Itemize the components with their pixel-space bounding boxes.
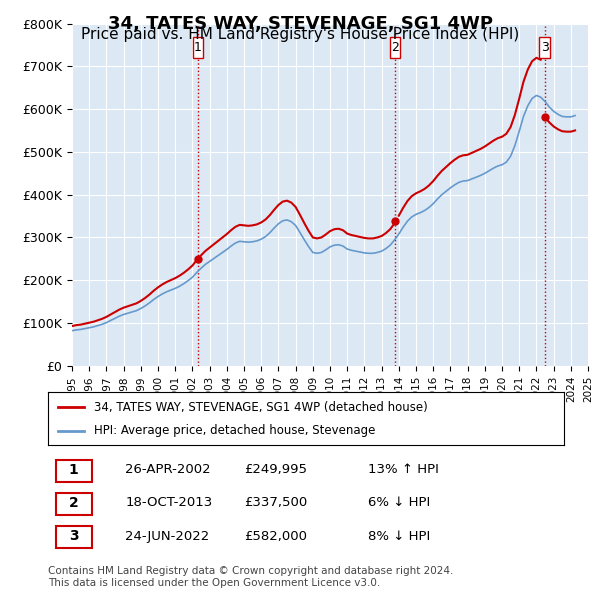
- Text: 3: 3: [541, 41, 548, 54]
- Text: 24-JUN-2022: 24-JUN-2022: [125, 529, 209, 543]
- Text: 6% ↓ HPI: 6% ↓ HPI: [368, 496, 430, 510]
- FancyBboxPatch shape: [539, 37, 550, 58]
- Text: 34, TATES WAY, STEVENAGE, SG1 4WP: 34, TATES WAY, STEVENAGE, SG1 4WP: [107, 15, 493, 33]
- FancyBboxPatch shape: [193, 37, 203, 58]
- Text: £249,995: £249,995: [244, 463, 307, 477]
- FancyBboxPatch shape: [56, 526, 92, 549]
- FancyBboxPatch shape: [56, 493, 92, 516]
- Text: 2: 2: [391, 41, 399, 54]
- Text: 2: 2: [69, 496, 79, 510]
- FancyBboxPatch shape: [56, 460, 92, 483]
- Text: 13% ↑ HPI: 13% ↑ HPI: [368, 463, 439, 477]
- Text: £582,000: £582,000: [244, 529, 307, 543]
- Text: 34, TATES WAY, STEVENAGE, SG1 4WP (detached house): 34, TATES WAY, STEVENAGE, SG1 4WP (detac…: [94, 401, 428, 414]
- Text: 3: 3: [69, 529, 79, 543]
- Text: 18-OCT-2013: 18-OCT-2013: [125, 496, 212, 510]
- Text: HPI: Average price, detached house, Stevenage: HPI: Average price, detached house, Stev…: [94, 424, 376, 437]
- FancyBboxPatch shape: [390, 37, 400, 58]
- Text: Price paid vs. HM Land Registry's House Price Index (HPI): Price paid vs. HM Land Registry's House …: [81, 27, 519, 41]
- Text: 8% ↓ HPI: 8% ↓ HPI: [368, 529, 430, 543]
- Text: 1: 1: [69, 463, 79, 477]
- Text: 26-APR-2002: 26-APR-2002: [125, 463, 211, 477]
- Text: £337,500: £337,500: [244, 496, 307, 510]
- Text: Contains HM Land Registry data © Crown copyright and database right 2024.
This d: Contains HM Land Registry data © Crown c…: [48, 566, 454, 588]
- Text: 1: 1: [194, 41, 202, 54]
